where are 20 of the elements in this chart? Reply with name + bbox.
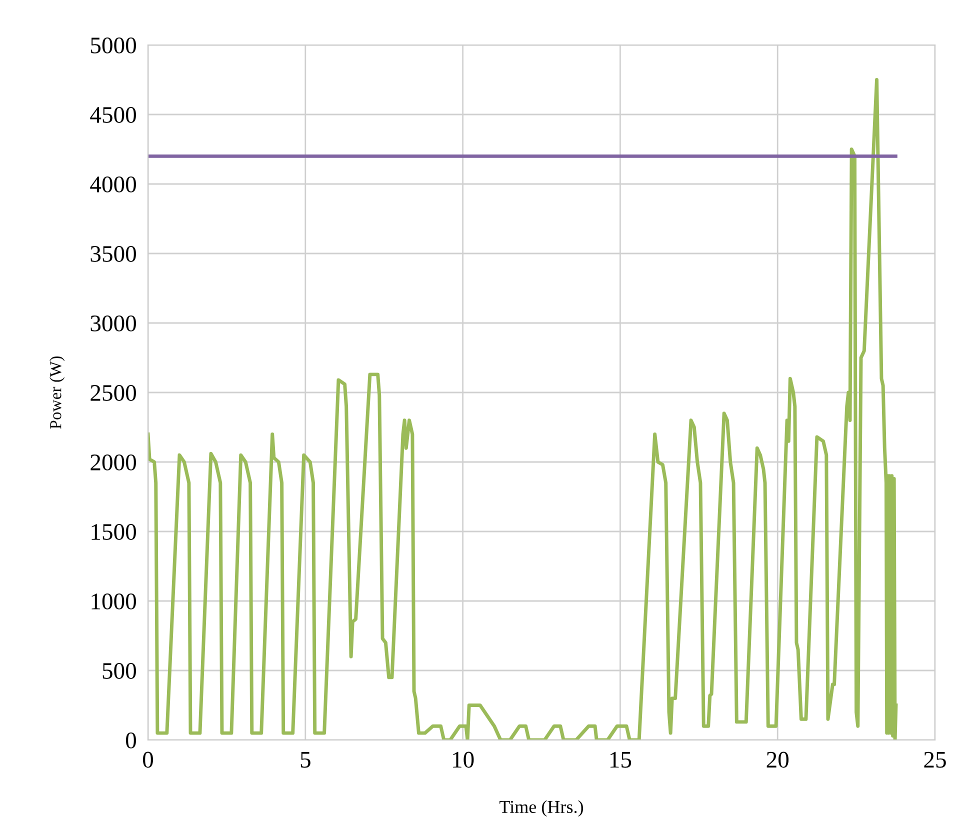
x-tick-label: 10 [453,752,474,768]
y-tick-label: 3500 [90,246,136,262]
x-axis-title: Time (Hrs.) [500,800,584,817]
y-tick-label: 3000 [90,315,136,332]
y-tick-label: 1000 [92,593,136,610]
x-tick-label: 5 [300,752,310,768]
y-tick-label: 0 [126,732,136,748]
y-tick-label: 2000 [90,454,136,470]
line-series [148,78,898,740]
y-tick-label: 500 [102,662,136,679]
y-tick-label: 5000 [91,37,136,54]
x-tick-label: 15 [610,752,632,768]
x-tick-label: 20 [766,752,789,768]
x-tick-label: 0 [142,752,154,768]
y-tick-label: 1500 [92,524,136,540]
y-axis-title: Power (W) [50,356,65,429]
x-tick-label: 25 [924,752,946,768]
y-tick-label: 4000 [90,176,136,192]
y-tick-label: 4500 [90,106,136,123]
y-tick-label: 2500 [90,384,136,401]
